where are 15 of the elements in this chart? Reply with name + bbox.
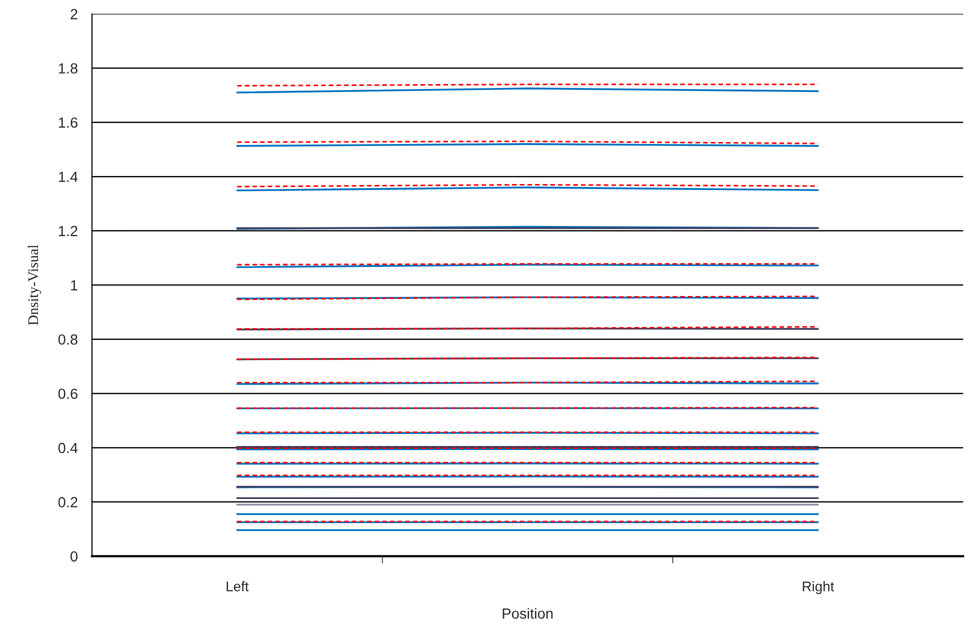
x-axis-title: Position: [502, 608, 553, 619]
y-tick-label: 0.2: [58, 497, 78, 508]
x-tick-label: Left: [226, 581, 249, 592]
y-tick-label: 0.4: [58, 442, 78, 454]
y-tick-label: 0: [70, 551, 78, 562]
y-tick-label: 1.6: [58, 117, 78, 128]
x-tick-label: Right: [802, 581, 834, 594]
y-tick-label: 2: [70, 9, 78, 20]
y-tick-label: 0.6: [58, 388, 78, 399]
y-tick-label: 1: [71, 280, 78, 290]
y-tick-label: 0.8: [58, 334, 78, 345]
y-tick-label: 1.4: [58, 172, 78, 182]
y-axis-title: Dnsity-Visual: [28, 244, 42, 326]
y-tick-label: 1.2: [58, 226, 78, 236]
y-tick-label: 1.8: [58, 63, 78, 74]
